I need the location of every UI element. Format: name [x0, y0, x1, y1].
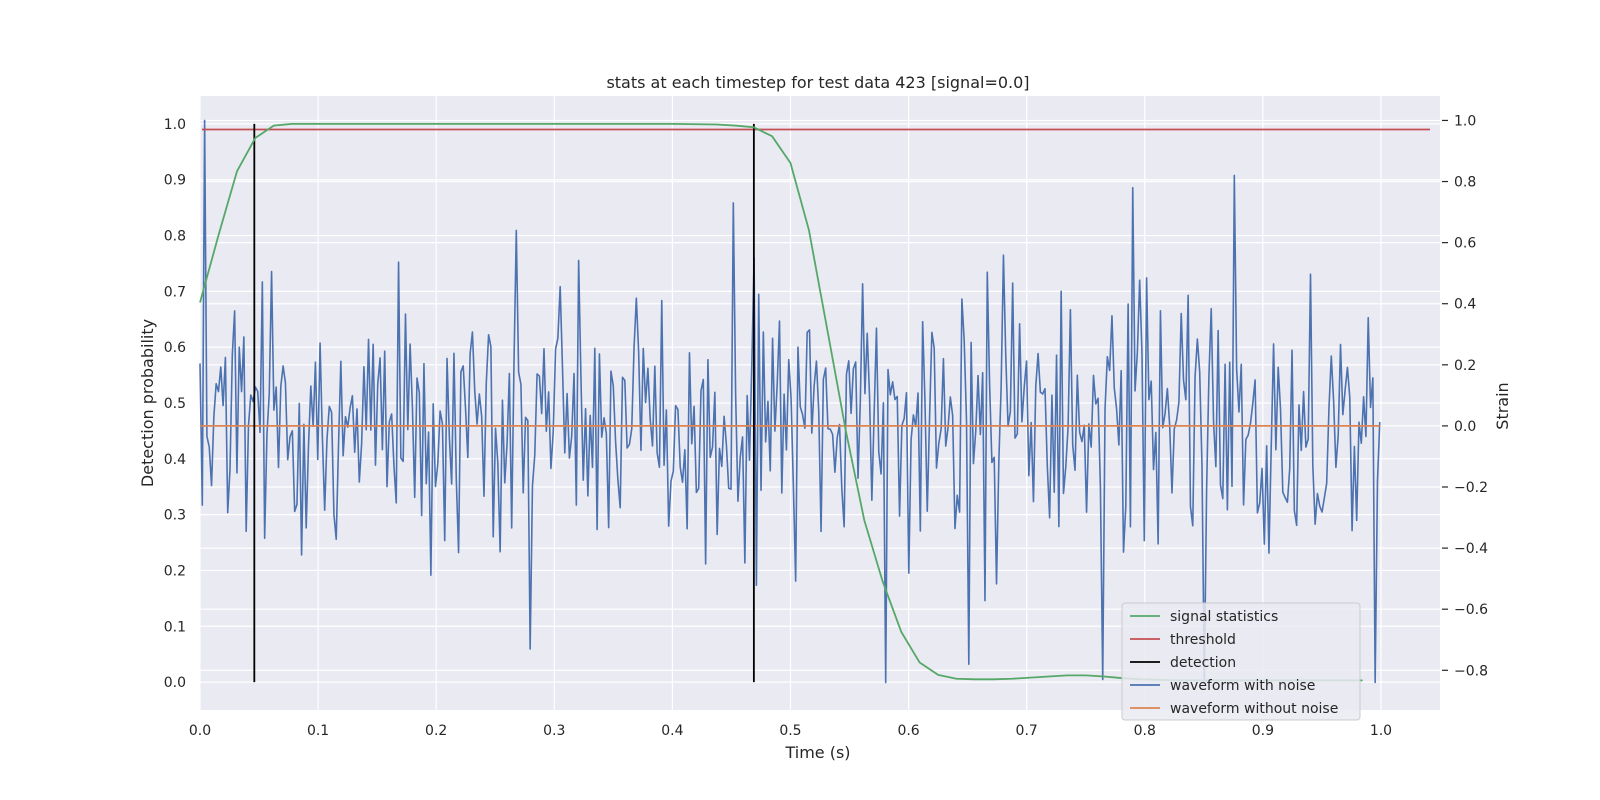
- y-right-tick-label: 0.0: [1454, 419, 1476, 435]
- y-left-tick-label: 0.2: [164, 563, 186, 579]
- x-tick-label: 0.2: [425, 723, 447, 739]
- x-tick-label: 0.7: [1016, 723, 1038, 739]
- y-left-tick-label: 0.1: [164, 619, 186, 635]
- y-right-tick-label: 0.2: [1454, 358, 1476, 374]
- x-tick-label: 0.9: [1252, 723, 1274, 739]
- y-right-tick-label: 0.8: [1454, 175, 1476, 191]
- y-left-tick-label: 1.0: [164, 117, 186, 133]
- y-left-tick-label: 0.0: [164, 675, 186, 691]
- y-left-tick-label: 0.7: [164, 284, 186, 300]
- x-tick-label: 0.6: [897, 723, 919, 739]
- right-axis-ticks: −0.8 −0.6 −0.4 −0.2 0.0 0.2 0.4 0.6 0.8 1.0: [1442, 113, 1488, 679]
- y-left-tick-label: 0.4: [164, 452, 186, 468]
- x-tick-label: 0.5: [779, 723, 801, 739]
- legend: signal statistics threshold detection wa…: [1121, 602, 1361, 721]
- y-right-tick-label: −0.8: [1454, 663, 1488, 679]
- legend-label-signal-statistics: signal statistics: [1170, 609, 1278, 625]
- legend-label-threshold: threshold: [1170, 632, 1236, 648]
- x-tick-label: 1.0: [1370, 723, 1392, 739]
- y-axis-label-right: Strain: [1493, 382, 1512, 429]
- x-tick-label: 0.4: [661, 723, 683, 739]
- x-axis-label: Time (s): [784, 743, 850, 762]
- y-left-tick-label: 0.6: [164, 340, 186, 356]
- series-layer: [199, 119, 1430, 684]
- y-left-tick-label: 0.8: [164, 229, 186, 245]
- x-tick-label: 0.0: [189, 723, 211, 739]
- y-right-tick-label: 1.0: [1454, 113, 1476, 129]
- legend-label-waveform-without-noise: waveform without noise: [1170, 701, 1338, 717]
- y-right-tick-label: −0.6: [1454, 602, 1488, 618]
- x-tick-label: 0.3: [543, 723, 565, 739]
- x-axis-ticks: 0.0 0.1 0.2 0.3 0.4 0.5 0.6 0.7 0.8 0.9 1.0: [189, 723, 1392, 739]
- legend-label-detection: detection: [1170, 655, 1236, 671]
- y-axis-label-left: Detection probability: [138, 319, 157, 487]
- series-waveform-with-noise: [199, 119, 1381, 684]
- chart-title: stats at each timestep for test data 423…: [606, 73, 1029, 92]
- y-left-tick-label: 0.9: [164, 173, 186, 189]
- y-right-tick-label: −0.4: [1454, 541, 1488, 557]
- x-tick-label: 0.1: [307, 723, 329, 739]
- x-tick-label: 0.8: [1134, 723, 1156, 739]
- y-right-tick-label: −0.2: [1454, 480, 1488, 496]
- legend-label-waveform-with-noise: waveform with noise: [1170, 678, 1315, 694]
- y-left-tick-label: 0.5: [164, 396, 186, 412]
- y-right-tick-label: 0.6: [1454, 236, 1476, 252]
- y-right-tick-label: 0.4: [1454, 297, 1476, 313]
- left-axis-ticks: 0.0 0.1 0.2 0.3 0.4 0.5 0.6 0.7 0.8 0.9 1.0: [164, 117, 186, 691]
- y-left-tick-label: 0.3: [164, 508, 186, 524]
- legend-box: [1121, 602, 1361, 721]
